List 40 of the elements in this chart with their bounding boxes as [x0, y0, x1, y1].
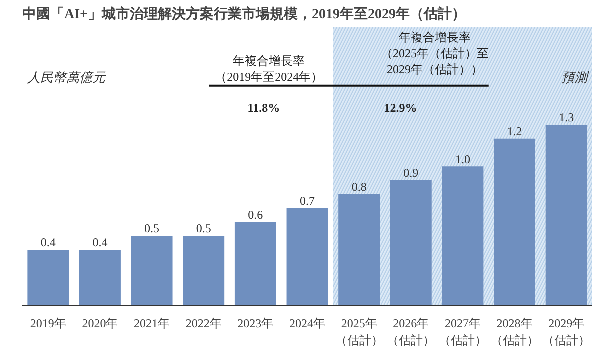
bar [183, 236, 225, 306]
bar [234, 222, 276, 306]
data-label: 1.3 [559, 110, 574, 125]
data-label: 0.5 [196, 222, 212, 236]
bar [546, 124, 588, 306]
x-tick-label: 2029年（估計） [542, 316, 591, 348]
bar [286, 208, 328, 306]
x-tick-label: 2027年（估計） [438, 316, 487, 348]
x-tick-label: 2020年 [82, 316, 118, 330]
data-label: 1.0 [455, 152, 470, 166]
data-label: 0.4 [40, 236, 56, 250]
data-label: 0.4 [92, 236, 108, 250]
bar [442, 166, 484, 306]
x-tick-label: 2025年（估計） [335, 316, 384, 348]
x-tick-label: 2023年 [238, 316, 274, 330]
chart-title: 中國「AI+」城市治理解決方案行業市場規模，2019年至2029年（估計） [22, 6, 466, 22]
bar [28, 250, 70, 306]
bar [80, 250, 121, 306]
text: 12.9% [384, 101, 418, 116]
y-axis-title: 人民幣萬億元 [26, 70, 107, 86]
text: 11.8% [248, 101, 280, 116]
data-label: 0.7 [300, 194, 315, 208]
data-label: 1.2 [507, 124, 522, 139]
x-tick-label: 2022年 [186, 316, 222, 330]
bar [338, 194, 380, 306]
data-label: 0.8 [352, 180, 367, 194]
bar [390, 180, 432, 306]
x-tick-label: 2026年（估計） [387, 316, 436, 348]
data-label: 0.6 [248, 208, 264, 222]
text: 年複合增長率（2019年至2024年） [215, 54, 324, 84]
bar [494, 138, 536, 306]
x-tick-label: 2028年（估計） [490, 316, 539, 348]
data-label: 0.9 [404, 166, 419, 180]
text: 年複合增長率（2025年（估計）至2029年（估計）） [380, 30, 489, 76]
bar [131, 236, 173, 306]
band-label: 預測 [561, 70, 590, 86]
x-tick-label: 2019年 [30, 316, 66, 330]
data-label: 0.5 [144, 222, 160, 236]
x-tick-label: 2021年 [134, 316, 170, 330]
x-tick-label: 2024年 [290, 316, 326, 330]
